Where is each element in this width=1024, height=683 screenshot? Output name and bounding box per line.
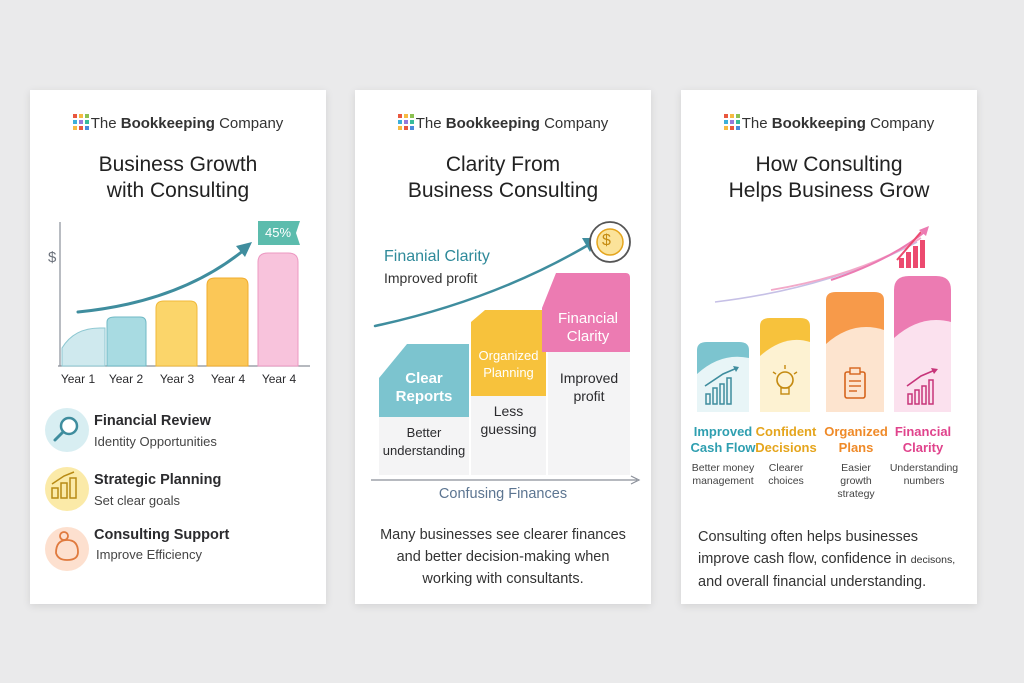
step-organized-planning [471, 310, 546, 396]
title-line-2: with Consulting [106, 179, 250, 202]
title-line-2: Helps Business Grow [728, 179, 930, 202]
y-axis-symbol: $ [48, 249, 57, 266]
x-label-4: Year 4 [210, 372, 246, 386]
title-line-2: Business Consulting [407, 179, 599, 202]
clarity-arrow-line [373, 242, 592, 328]
step-financial-clarity [542, 273, 630, 352]
dollar-sign-icon: $ [602, 232, 611, 249]
brand-header: The Bookkeeping Company [681, 114, 977, 132]
brand-rest: Company [219, 115, 284, 132]
title-line-1: Clarity From [445, 153, 561, 176]
feature-title-2: Strategic Planning [94, 472, 222, 488]
note-bg-3 [548, 352, 630, 475]
brand-logo-icon [723, 114, 740, 130]
column-desc-4: Understanding numbers [889, 462, 959, 487]
magnifier-icon [59, 416, 79, 436]
trend-arrow-head [236, 242, 252, 257]
card-how-consulting: The Bookkeeping Company How Consulting H… [681, 90, 977, 604]
title-line-1: How Consulting [755, 153, 903, 176]
clipboard-icon [844, 367, 866, 399]
brand-header: The Bookkeeping Company [30, 114, 326, 132]
bar-year-3 [155, 300, 198, 367]
page-title: Clarity From Business Consulting [355, 152, 651, 204]
brand-header: The Bookkeeping Company [355, 114, 651, 132]
column-label-1: Improved Cash Flow [690, 424, 756, 455]
note-bg-2 [471, 396, 546, 475]
bar-year-5 [257, 252, 299, 367]
brand-the: The [741, 115, 768, 132]
brand-rest: Company [870, 115, 935, 132]
brand-rest: Company [544, 115, 609, 132]
bar-year-1 [61, 327, 106, 367]
page-title: How Consulting Helps Business Grow [681, 152, 977, 204]
column-label-4: Financial Clarity [894, 424, 952, 455]
x-axis-label: Confusing Finances [438, 486, 568, 502]
x-label-5: Year 4 [261, 372, 297, 386]
top-bars-icon [899, 258, 904, 268]
growth-chart [58, 221, 310, 367]
step-clear-reports [379, 344, 469, 417]
brand-the: The [415, 115, 442, 132]
growth-chart-icon [906, 368, 938, 405]
feature-title-3: Consulting Support [94, 527, 230, 543]
brand-bold: Bookkeeping [120, 115, 215, 132]
x-label-2: Year 2 [108, 372, 144, 386]
column-label-2: Confident Decisions [755, 424, 817, 455]
feature-subtitle-3: Improve Efficiency [96, 547, 202, 562]
support-icon-bg [45, 527, 89, 571]
percent-badge-shape [258, 221, 300, 245]
column-desc-1: Better money management [691, 462, 755, 487]
lightbulb-icon [772, 365, 798, 395]
feature-subtitle-1: Identity Opportunities [94, 434, 217, 449]
brand-bold: Bookkeeping [445, 115, 540, 132]
feature-title-1: Financial Review [94, 413, 211, 429]
title-line-1: Business Growth [98, 153, 258, 176]
bar-year-4 [206, 277, 249, 367]
step-note-1: Better understanding [382, 425, 466, 458]
support-icon [55, 539, 79, 561]
subheadline: Improved profit [384, 270, 478, 286]
page-title: Business Growth with Consulting [30, 152, 326, 204]
growth-chart-icon [51, 487, 59, 499]
x-label-3: Year 3 [159, 372, 195, 386]
brand-logo-icon [72, 114, 89, 130]
feature-icons [45, 408, 89, 571]
step-label-2: Organized Planning [478, 348, 539, 380]
step-note-2: Less guessing [480, 403, 537, 437]
card-clarity: The Bookkeeping Company Clarity From Bus… [355, 90, 651, 604]
staircase-chart [371, 221, 641, 485]
headline: Finanial Clarity [384, 248, 490, 265]
swoosh-line-2 [770, 237, 922, 291]
note-bg-1 [379, 417, 469, 475]
x-label-1: Year 1 [60, 372, 96, 386]
trend-arrow-line [76, 248, 246, 314]
feature-subtitle-2: Set clear goals [94, 493, 180, 508]
blurb: Many businesses see clearer finances and… [380, 527, 626, 587]
columns-chart [697, 226, 951, 412]
step-label-1: Clear Reports [395, 370, 453, 405]
bar-chart-icon [704, 366, 739, 405]
bar-year-2 [106, 316, 147, 367]
brand-logo-icon [397, 114, 414, 130]
brand-bold: Bookkeeping [771, 115, 866, 132]
percent-badge: 45% [264, 225, 292, 240]
brand-the: The [90, 115, 117, 132]
step-note-3: Improved profit [559, 370, 619, 404]
column-desc-3: Easier growth strategy [837, 462, 875, 500]
column-desc-2: Clearer choices [768, 462, 804, 487]
swoosh-line-1 [714, 241, 918, 303]
column-label-3: Organized Plans [824, 424, 888, 455]
card-business-growth: The Bookkeeping Company Business Growth … [30, 90, 326, 604]
blurb: Consulting often helps businesses improv… [698, 529, 956, 590]
step-label-3: Financial Clarity [557, 310, 619, 345]
swoosh-line-3 [830, 229, 928, 281]
